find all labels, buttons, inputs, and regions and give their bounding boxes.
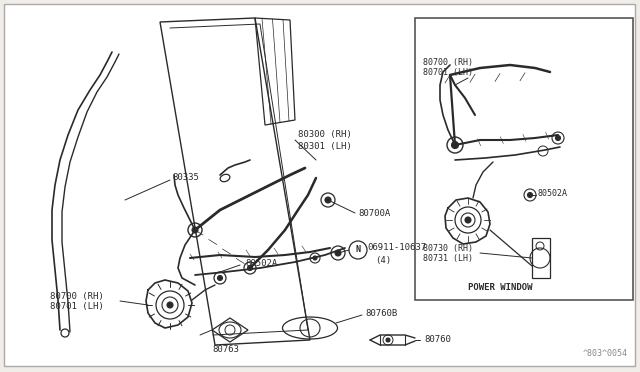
Text: 80700 (RH): 80700 (RH) bbox=[423, 58, 473, 67]
Text: 80730 (RH): 80730 (RH) bbox=[423, 244, 473, 253]
Text: POWER WINDOW: POWER WINDOW bbox=[468, 283, 532, 292]
Circle shape bbox=[325, 197, 331, 203]
Text: 80300 (RH): 80300 (RH) bbox=[298, 131, 352, 140]
Text: 80701 (LH): 80701 (LH) bbox=[423, 68, 473, 77]
Circle shape bbox=[335, 250, 341, 256]
Text: 80700A: 80700A bbox=[358, 209, 390, 218]
Text: 06911-10637: 06911-10637 bbox=[367, 244, 426, 253]
Text: 80502A: 80502A bbox=[537, 189, 567, 198]
Text: N: N bbox=[355, 246, 360, 254]
Text: (4): (4) bbox=[375, 256, 391, 264]
Text: ^803^0054: ^803^0054 bbox=[583, 349, 628, 358]
Text: 80301 (LH): 80301 (LH) bbox=[298, 141, 352, 151]
Circle shape bbox=[313, 256, 317, 260]
Circle shape bbox=[465, 217, 471, 223]
Text: 80760B: 80760B bbox=[365, 310, 397, 318]
Circle shape bbox=[386, 338, 390, 342]
Circle shape bbox=[192, 227, 198, 233]
Circle shape bbox=[451, 141, 458, 148]
Circle shape bbox=[556, 135, 561, 141]
Text: 80502A: 80502A bbox=[245, 260, 277, 269]
Bar bbox=[415, 18, 633, 300]
Text: 80700 (RH): 80700 (RH) bbox=[50, 292, 104, 301]
Text: 80760: 80760 bbox=[424, 336, 451, 344]
Text: 80763: 80763 bbox=[212, 346, 239, 355]
Circle shape bbox=[167, 302, 173, 308]
Circle shape bbox=[218, 276, 223, 280]
Circle shape bbox=[527, 192, 532, 198]
Bar bbox=[532, 238, 550, 278]
Text: 80731 (LH): 80731 (LH) bbox=[423, 254, 473, 263]
Text: 80701 (LH): 80701 (LH) bbox=[50, 301, 104, 311]
Text: 80335: 80335 bbox=[172, 173, 199, 182]
Circle shape bbox=[248, 266, 253, 270]
